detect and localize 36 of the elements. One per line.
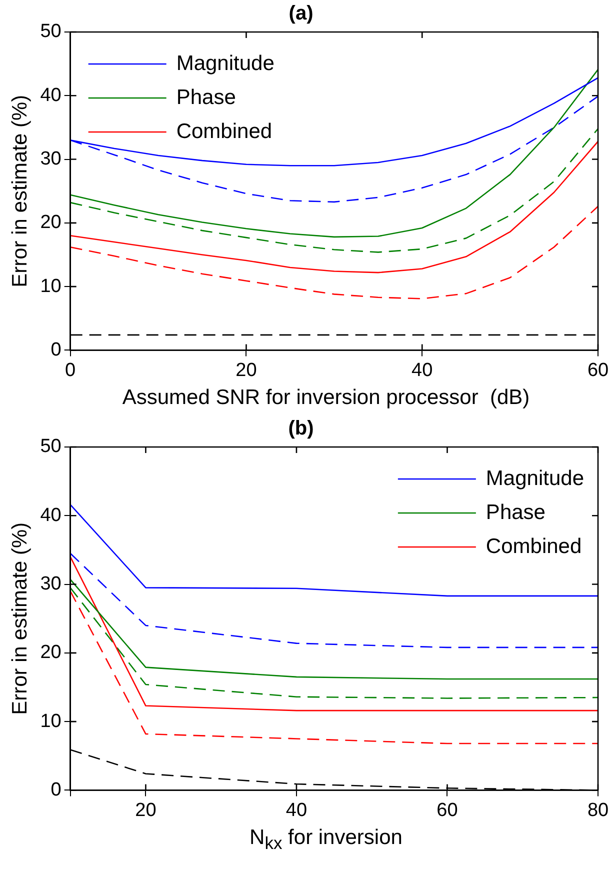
line-series bbox=[70, 206, 598, 300]
y-axis-title: Error in estimate (%) bbox=[8, 94, 32, 288]
legend-label: Magnitude bbox=[176, 52, 274, 75]
y-tick-label: 0 bbox=[50, 779, 62, 800]
x-tick-label: 20 bbox=[135, 800, 156, 821]
legend-label: Combined bbox=[176, 120, 272, 143]
y-tick-label: 20 bbox=[40, 642, 62, 664]
y-tick-label: 50 bbox=[40, 21, 62, 42]
y-tick-label: 10 bbox=[40, 276, 62, 297]
y-tick-label: 30 bbox=[40, 574, 62, 595]
x-tick-label: 80 bbox=[587, 800, 609, 821]
x-axis-title: N$_{kx}$ for inversion bbox=[248, 825, 404, 855]
y-tick-label: 40 bbox=[40, 504, 62, 526]
x-tick-label: 60 bbox=[436, 800, 458, 821]
y-axis-title: Error in estimate (%) bbox=[8, 522, 32, 715]
y-tick-label: 10 bbox=[40, 710, 62, 732]
legend-label: Phase bbox=[176, 86, 236, 109]
y-tick-label: 40 bbox=[40, 84, 62, 106]
chart-title: (a) bbox=[288, 2, 314, 25]
x-tick-label: 60 bbox=[587, 360, 609, 381]
x-tick-label: 40 bbox=[412, 360, 433, 381]
legend-label: Magnitude bbox=[486, 466, 584, 490]
line-series bbox=[70, 552, 598, 648]
y-tick-label: 30 bbox=[40, 148, 62, 170]
y-tick-label: 20 bbox=[40, 212, 62, 234]
legend-label: Combined bbox=[486, 534, 582, 558]
line-series bbox=[70, 590, 598, 744]
legend-label: Phase bbox=[486, 500, 546, 524]
y-tick-label: 0 bbox=[50, 339, 62, 360]
x-tick-label: 0 bbox=[65, 360, 76, 381]
x-tick-label: 40 bbox=[286, 800, 308, 821]
line-series bbox=[70, 587, 598, 699]
chart-title: (b) bbox=[288, 418, 314, 440]
x-tick-label: 20 bbox=[236, 360, 257, 381]
y-tick-label: 50 bbox=[40, 436, 62, 458]
x-axis-title: Assumed SNR for inversion processor (dB) bbox=[121, 385, 531, 411]
